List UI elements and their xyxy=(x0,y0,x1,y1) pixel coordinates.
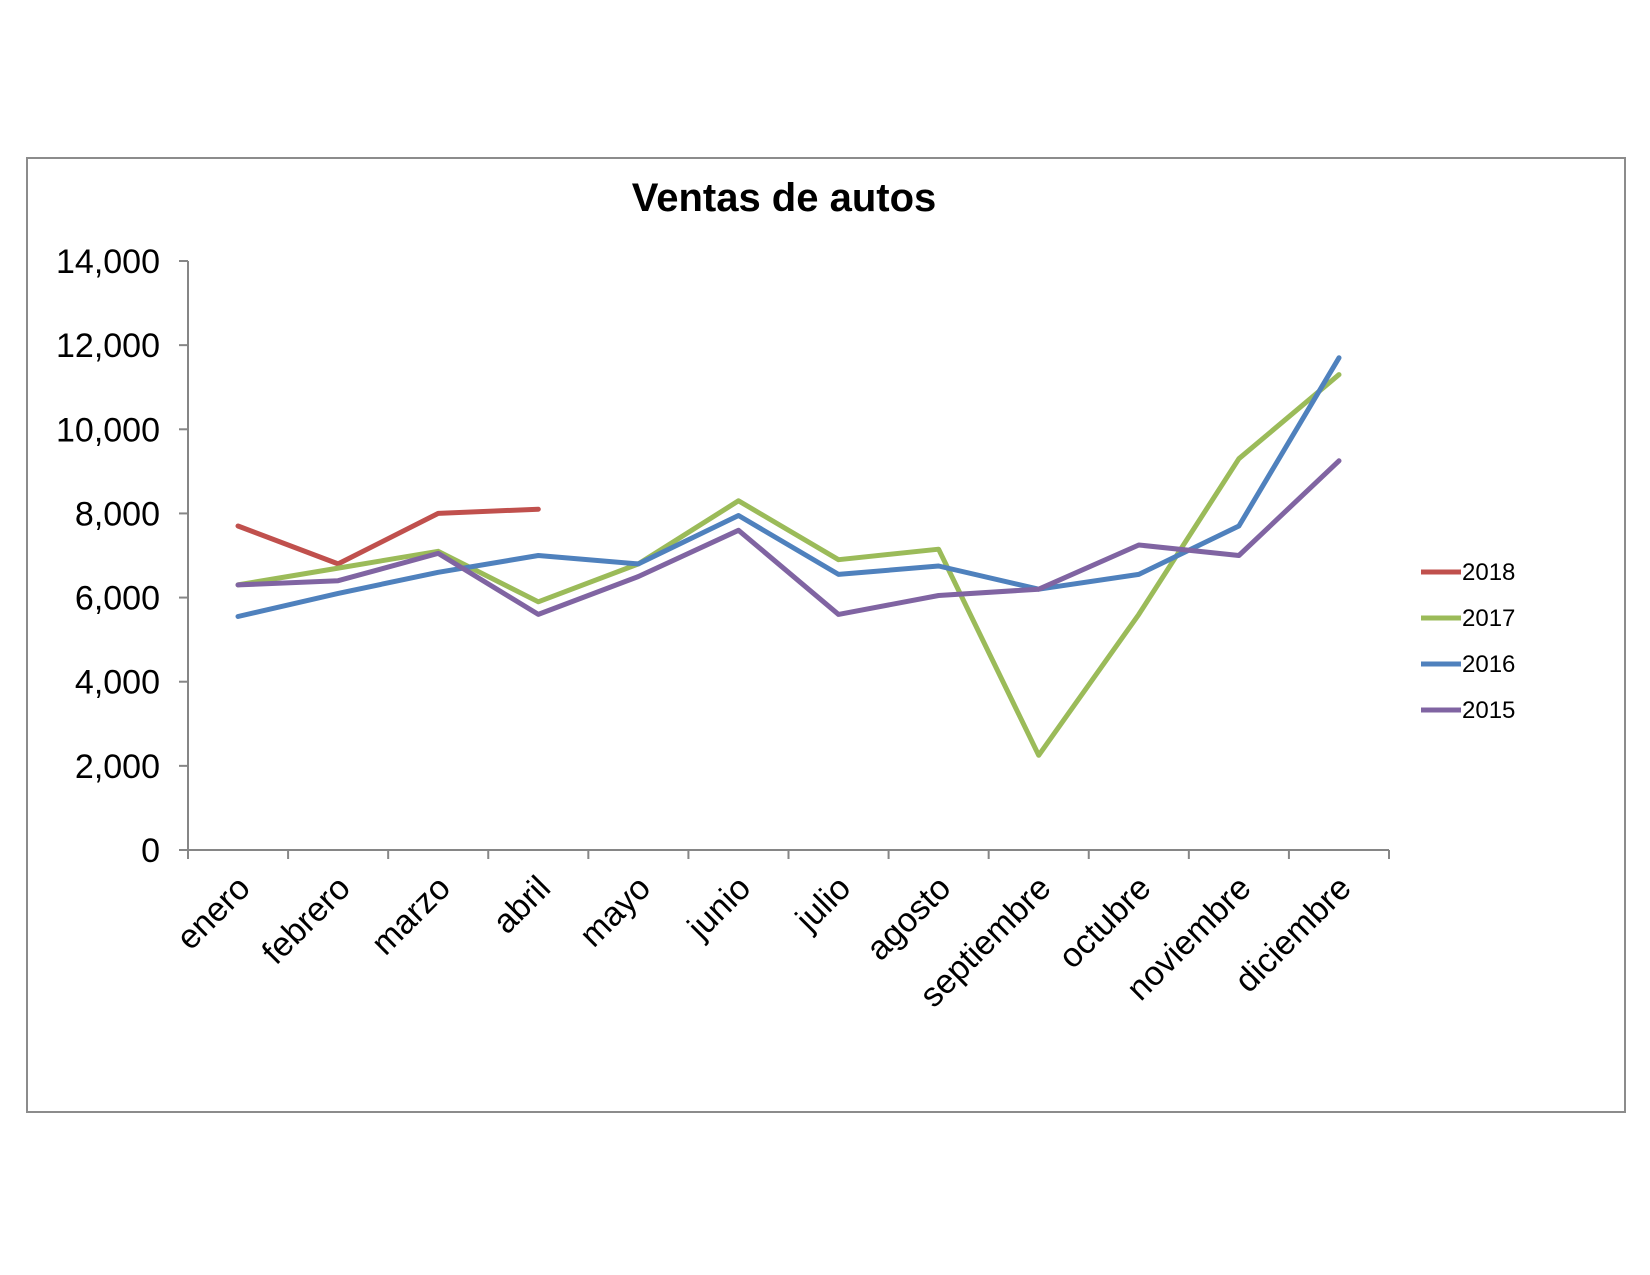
y-tick-label: 0 xyxy=(141,832,160,870)
x-tick-label: julio xyxy=(788,869,858,939)
y-tick-label: 10,000 xyxy=(56,411,160,449)
y-tick-label: 4,000 xyxy=(75,664,160,702)
x-tick-label: enero xyxy=(169,869,257,957)
axes: 0 2,000 4,000 6,000 8,000 10,000 12,000 14,000 e… xyxy=(56,243,1390,1015)
legend-label-2016: 2016 xyxy=(1462,651,1515,678)
x-tick-label: abril xyxy=(486,869,558,941)
series-line-2017 xyxy=(235,372,1342,758)
y-tick-label: 2,000 xyxy=(75,748,160,786)
series-lines xyxy=(235,355,1342,758)
legend: 2018 2017 2016 2015 xyxy=(1421,559,1515,724)
line-chart: Ventas de autos 0 2,000 4,000 6,000 8,000 10,… xyxy=(56,176,1515,1015)
legend-label-2015: 2015 xyxy=(1462,697,1515,724)
y-tick-label: 8,000 xyxy=(75,495,160,533)
series-line-2016 xyxy=(235,355,1342,619)
chart-title: Ventas de autos xyxy=(632,176,937,220)
legend-label-2017: 2017 xyxy=(1462,605,1515,632)
series-line-2018 xyxy=(235,506,541,567)
y-tick-label: 6,000 xyxy=(75,580,160,618)
series-line-2015 xyxy=(235,458,1342,617)
y-tick-label: 14,000 xyxy=(56,243,160,281)
x-tick-label: agosto xyxy=(859,869,958,968)
x-tick-label: marzo xyxy=(364,869,458,963)
x-tick-label: junio xyxy=(680,869,758,947)
x-tick-label: febrero xyxy=(255,869,358,972)
x-tick-label: mayo xyxy=(572,869,658,955)
y-tick-label: 12,000 xyxy=(56,327,160,365)
chart-frame: Ventas de autos 0 2,000 4,000 6,000 8,000 10,… xyxy=(26,157,1626,1113)
legend-label-2018: 2018 xyxy=(1462,559,1515,586)
